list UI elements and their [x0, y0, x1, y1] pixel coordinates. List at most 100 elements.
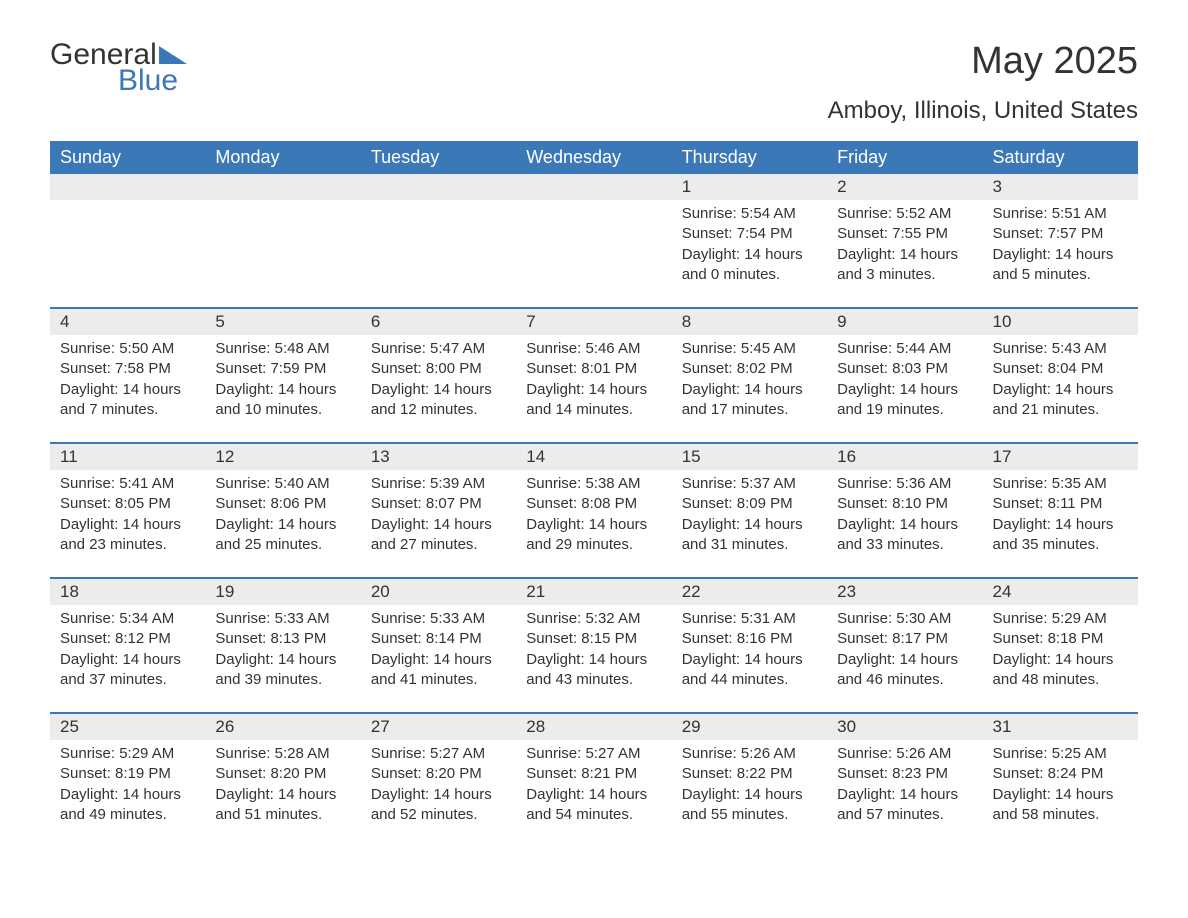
day-number-cell: 20 [361, 578, 516, 605]
daylight-line: Daylight: 14 hours and 58 minutes. [993, 785, 1130, 826]
sunrise-line: Sunrise: 5:27 AM [526, 744, 663, 764]
sunrise-line: Sunrise: 5:33 AM [371, 609, 508, 629]
day-detail-cell: Sunrise: 5:29 AMSunset: 8:19 PMDaylight:… [50, 740, 205, 847]
weekday-header: Tuesday [361, 141, 516, 174]
day-number-row: 18192021222324 [50, 578, 1138, 605]
sunrise-line: Sunrise: 5:51 AM [993, 204, 1130, 224]
day-number-cell: 7 [516, 308, 671, 335]
day-detail-cell: Sunrise: 5:33 AMSunset: 8:14 PMDaylight:… [361, 605, 516, 713]
sunset-line: Sunset: 8:10 PM [837, 494, 974, 514]
month-title: May 2025 [828, 40, 1138, 83]
day-number-cell: 27 [361, 713, 516, 740]
day-number-cell: 26 [205, 713, 360, 740]
header: General Blue May 2025 Amboy, Illinois, U… [50, 40, 1138, 135]
day-number-cell: 13 [361, 443, 516, 470]
daylight-line: Daylight: 14 hours and 39 minutes. [215, 650, 352, 691]
sunrise-line: Sunrise: 5:31 AM [682, 609, 819, 629]
day-number-cell: 1 [672, 174, 827, 200]
logo-triangle-icon [159, 46, 187, 64]
day-detail-cell: Sunrise: 5:50 AMSunset: 7:58 PMDaylight:… [50, 335, 205, 443]
sunset-line: Sunset: 8:22 PM [682, 764, 819, 784]
daylight-line: Daylight: 14 hours and 10 minutes. [215, 380, 352, 421]
day-number-cell: 12 [205, 443, 360, 470]
sunset-line: Sunset: 8:20 PM [215, 764, 352, 784]
sunset-line: Sunset: 8:20 PM [371, 764, 508, 784]
sunrise-line: Sunrise: 5:29 AM [993, 609, 1130, 629]
day-detail-cell: Sunrise: 5:27 AMSunset: 8:20 PMDaylight:… [361, 740, 516, 847]
day-number-cell: 18 [50, 578, 205, 605]
empty-cell [205, 200, 360, 308]
day-detail-cell: Sunrise: 5:54 AMSunset: 7:54 PMDaylight:… [672, 200, 827, 308]
sunset-line: Sunset: 8:19 PM [60, 764, 197, 784]
sunrise-line: Sunrise: 5:27 AM [371, 744, 508, 764]
day-detail-cell: Sunrise: 5:28 AMSunset: 8:20 PMDaylight:… [205, 740, 360, 847]
weekday-header: Sunday [50, 141, 205, 174]
empty-cell [516, 174, 671, 200]
day-detail-cell: Sunrise: 5:52 AMSunset: 7:55 PMDaylight:… [827, 200, 982, 308]
day-detail-cell: Sunrise: 5:25 AMSunset: 8:24 PMDaylight:… [983, 740, 1138, 847]
daylight-line: Daylight: 14 hours and 57 minutes. [837, 785, 974, 826]
sunset-line: Sunset: 8:16 PM [682, 629, 819, 649]
day-detail-cell: Sunrise: 5:47 AMSunset: 8:00 PMDaylight:… [361, 335, 516, 443]
day-number-cell: 22 [672, 578, 827, 605]
sunrise-line: Sunrise: 5:46 AM [526, 339, 663, 359]
day-number-cell: 15 [672, 443, 827, 470]
daylight-line: Daylight: 14 hours and 35 minutes. [993, 515, 1130, 556]
day-number-cell: 2 [827, 174, 982, 200]
daylight-line: Daylight: 14 hours and 31 minutes. [682, 515, 819, 556]
sunset-line: Sunset: 8:07 PM [371, 494, 508, 514]
weekday-header: Friday [827, 141, 982, 174]
day-number-cell: 28 [516, 713, 671, 740]
sunrise-line: Sunrise: 5:26 AM [837, 744, 974, 764]
daylight-line: Daylight: 14 hours and 52 minutes. [371, 785, 508, 826]
day-detail-cell: Sunrise: 5:33 AMSunset: 8:13 PMDaylight:… [205, 605, 360, 713]
day-detail-cell: Sunrise: 5:51 AMSunset: 7:57 PMDaylight:… [983, 200, 1138, 308]
day-detail-cell: Sunrise: 5:31 AMSunset: 8:16 PMDaylight:… [672, 605, 827, 713]
day-detail-cell: Sunrise: 5:37 AMSunset: 8:09 PMDaylight:… [672, 470, 827, 578]
day-detail-cell: Sunrise: 5:38 AMSunset: 8:08 PMDaylight:… [516, 470, 671, 578]
sunrise-line: Sunrise: 5:39 AM [371, 474, 508, 494]
day-detail-cell: Sunrise: 5:46 AMSunset: 8:01 PMDaylight:… [516, 335, 671, 443]
empty-cell [205, 174, 360, 200]
sunset-line: Sunset: 8:21 PM [526, 764, 663, 784]
day-detail-cell: Sunrise: 5:36 AMSunset: 8:10 PMDaylight:… [827, 470, 982, 578]
day-number-cell: 14 [516, 443, 671, 470]
sunset-line: Sunset: 8:03 PM [837, 359, 974, 379]
daylight-line: Daylight: 14 hours and 17 minutes. [682, 380, 819, 421]
sunrise-line: Sunrise: 5:40 AM [215, 474, 352, 494]
location-label: Amboy, Illinois, United States [828, 97, 1138, 125]
sunrise-line: Sunrise: 5:25 AM [993, 744, 1130, 764]
daylight-line: Daylight: 14 hours and 21 minutes. [993, 380, 1130, 421]
empty-cell [361, 200, 516, 308]
daylight-line: Daylight: 14 hours and 46 minutes. [837, 650, 974, 691]
sunset-line: Sunset: 7:57 PM [993, 224, 1130, 244]
day-number-cell: 16 [827, 443, 982, 470]
daylight-line: Daylight: 14 hours and 37 minutes. [60, 650, 197, 691]
day-detail-cell: Sunrise: 5:30 AMSunset: 8:17 PMDaylight:… [827, 605, 982, 713]
sunset-line: Sunset: 7:58 PM [60, 359, 197, 379]
sunset-line: Sunset: 8:00 PM [371, 359, 508, 379]
weekday-header: Thursday [672, 141, 827, 174]
sunrise-line: Sunrise: 5:50 AM [60, 339, 197, 359]
day-number-cell: 21 [516, 578, 671, 605]
day-detail-cell: Sunrise: 5:34 AMSunset: 8:12 PMDaylight:… [50, 605, 205, 713]
daylight-line: Daylight: 14 hours and 14 minutes. [526, 380, 663, 421]
daylight-line: Daylight: 14 hours and 41 minutes. [371, 650, 508, 691]
day-detail-cell: Sunrise: 5:39 AMSunset: 8:07 PMDaylight:… [361, 470, 516, 578]
day-number-cell: 8 [672, 308, 827, 335]
day-detail-cell: Sunrise: 5:45 AMSunset: 8:02 PMDaylight:… [672, 335, 827, 443]
daylight-line: Daylight: 14 hours and 51 minutes. [215, 785, 352, 826]
day-number-cell: 5 [205, 308, 360, 335]
day-number-cell: 6 [361, 308, 516, 335]
day-number-cell: 24 [983, 578, 1138, 605]
daylight-line: Daylight: 14 hours and 49 minutes. [60, 785, 197, 826]
daylight-line: Daylight: 14 hours and 48 minutes. [993, 650, 1130, 691]
sunset-line: Sunset: 8:08 PM [526, 494, 663, 514]
day-detail-cell: Sunrise: 5:48 AMSunset: 7:59 PMDaylight:… [205, 335, 360, 443]
daylight-line: Daylight: 14 hours and 3 minutes. [837, 245, 974, 286]
day-detail-cell: Sunrise: 5:26 AMSunset: 8:22 PMDaylight:… [672, 740, 827, 847]
sunset-line: Sunset: 8:24 PM [993, 764, 1130, 784]
sunset-line: Sunset: 7:59 PM [215, 359, 352, 379]
sunrise-line: Sunrise: 5:47 AM [371, 339, 508, 359]
sunset-line: Sunset: 8:17 PM [837, 629, 974, 649]
